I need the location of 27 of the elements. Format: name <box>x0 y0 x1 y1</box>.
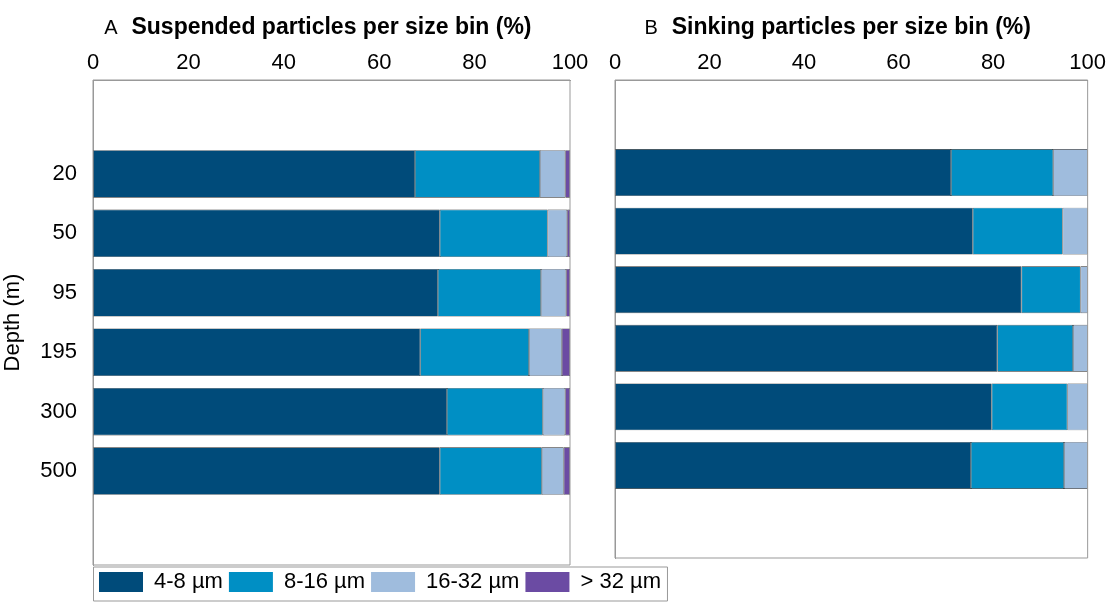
x-tick-label: 100 <box>1069 48 1107 74</box>
x-tick-label: 60 <box>366 48 392 74</box>
y-tick-label: 195 <box>40 338 77 364</box>
y-tick-label: 300 <box>40 397 77 423</box>
chart-title: Suspended particles per size bin (%) <box>131 13 532 39</box>
x-tick-label: 0 <box>86 48 100 74</box>
legend-label: > 32 µm <box>580 568 661 594</box>
x-tick-label: 20 <box>176 48 201 74</box>
x-tick-label: 60 <box>886 48 911 74</box>
legend-label: 8-16 µm <box>283 568 366 594</box>
y-tick-label: 50 <box>52 219 77 245</box>
x-tick-label: 0 <box>608 48 622 74</box>
y-tick-label: 95 <box>52 278 77 304</box>
x-tick-label: 100 <box>551 48 589 74</box>
chart-title: Sinking particles per size bin (%) <box>671 13 1031 39</box>
y-tick-label: 500 <box>40 457 77 483</box>
text: B <box>644 16 658 38</box>
x-tick-label: 40 <box>271 48 297 74</box>
x-tick-label: 40 <box>791 48 817 74</box>
y-tick-label: 20 <box>52 159 77 185</box>
legend-label: 16-32 µm <box>426 568 520 594</box>
text: A <box>104 16 119 38</box>
x-tick-label: 20 <box>697 48 722 74</box>
legend-label: 4-8 µm <box>154 568 223 594</box>
y-axis-title: Depth (m) <box>0 273 25 372</box>
x-tick-label: 80 <box>462 48 487 74</box>
x-tick-label: 80 <box>980 48 1006 74</box>
